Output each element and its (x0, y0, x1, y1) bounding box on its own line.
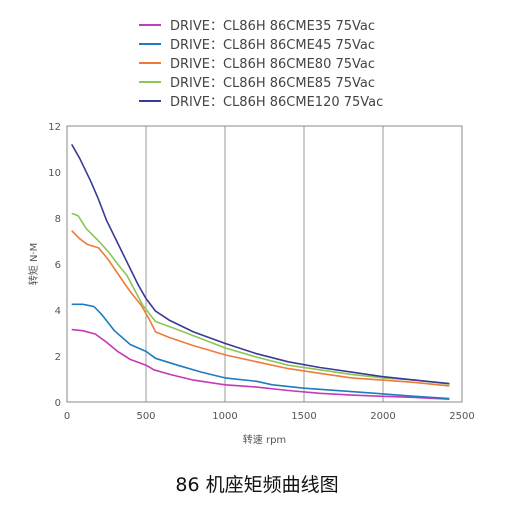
y-tick-label: 6 (55, 260, 61, 271)
x-tick-label: 1500 (291, 411, 316, 422)
series-line-3 (71, 230, 450, 387)
legend-label-3: DRIVE：CL86H 86CME80 75Vac (170, 57, 375, 72)
y-tick-label: 8 (55, 214, 61, 225)
series-line-5 (71, 144, 450, 385)
series-line-1 (71, 328, 450, 400)
x-tick-label: 2500 (449, 411, 474, 422)
legend-label-5: DRIVE：CL86H 86CME120 75Vac (170, 95, 383, 110)
x-axis-label: 转速 rpm (243, 433, 286, 446)
x-tick-label: 2000 (370, 411, 395, 422)
legend: DRIVE：CL86H 86CME35 75Vac DRIVE：CL86H 86C… (139, 19, 383, 110)
x-axis-ticks: 0 500 1000 1500 2000 2500 (64, 411, 475, 422)
x-tick-label: 500 (136, 411, 155, 422)
legend-label-1: DRIVE：CL86H 86CME35 75Vac (170, 19, 375, 34)
chart-caption: 86 机座矩频曲线图 (175, 474, 339, 496)
legend-label-2: DRIVE：CL86H 86CME45 75Vac (170, 38, 375, 53)
legend-label-4: DRIVE：CL86H 86CME85 75Vac (170, 76, 375, 91)
plot-area (66, 125, 463, 403)
y-tick-label: 10 (48, 168, 61, 179)
y-tick-label: 4 (55, 306, 61, 317)
y-tick-label: 0 (55, 398, 61, 409)
y-tick-label: 2 (55, 352, 61, 363)
series-lines (71, 144, 450, 400)
y-tick-label: 12 (48, 122, 61, 133)
grid (145, 126, 384, 402)
x-tick-label: 1000 (212, 411, 237, 422)
torque-frequency-chart: DRIVE：CL86H 86CME35 75Vac DRIVE：CL86H 86C… (27, 19, 475, 446)
y-axis-label: 转矩 N·M (27, 243, 40, 285)
series-line-2 (71, 303, 450, 400)
y-axis-ticks: 0 2 4 6 8 10 12 (48, 122, 61, 409)
x-tick-label: 0 (64, 411, 70, 422)
series-line-4 (71, 212, 450, 385)
